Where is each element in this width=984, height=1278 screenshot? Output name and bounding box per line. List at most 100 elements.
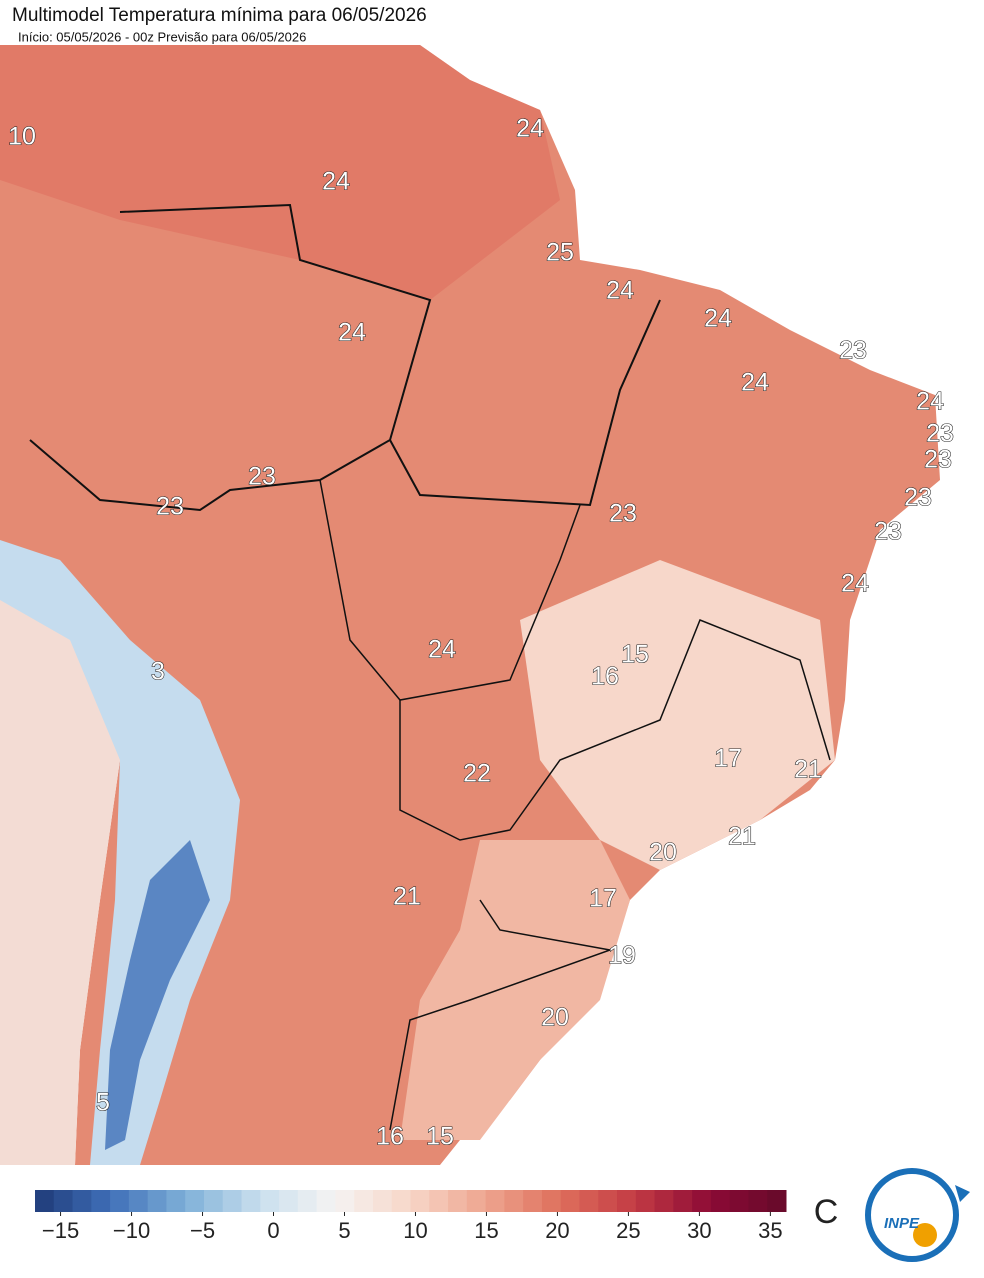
colorbar-tick-label: 25: [616, 1218, 640, 1243]
colorbar-tick-label: 30: [687, 1218, 711, 1243]
logo: INPE: [865, 1168, 970, 1262]
map: [0, 45, 984, 1165]
colorbar-segment: [185, 1190, 205, 1212]
map-label: 24: [428, 636, 456, 664]
colorbar-segment: [316, 1190, 336, 1212]
colorbar-segment: [485, 1190, 505, 1212]
map-label: 16: [591, 663, 619, 691]
colorbar: −15 −10 −5 0 5 10 15 20 25 30 35: [35, 1190, 787, 1243]
colorbar-tick-label: 0: [267, 1218, 279, 1243]
logo-text: INPE: [884, 1215, 920, 1232]
border: [29, 203, 432, 512]
colorbar-segment: [579, 1190, 599, 1212]
map-label: 23: [924, 446, 952, 474]
colorbar-segment: [673, 1190, 693, 1212]
colorbar-segment: [410, 1190, 430, 1212]
colorbar-unit: C: [814, 1193, 839, 1231]
logo-sun: [913, 1223, 937, 1247]
colorbar-segment: [448, 1190, 468, 1212]
colorbar-segment: [767, 1190, 787, 1212]
border: [399, 619, 831, 841]
colorbar-segment: [429, 1190, 449, 1212]
map-label: 17: [589, 885, 617, 913]
map-label: 25: [546, 239, 574, 267]
map-label: 20: [541, 1004, 569, 1032]
colorbar-segment: [541, 1190, 562, 1212]
colorbar-segment: [203, 1190, 224, 1212]
map-label: 24: [606, 277, 634, 305]
logo-arrow: [955, 1185, 970, 1202]
colorbar-segment: [128, 1190, 149, 1212]
colorbar-segment: [617, 1190, 637, 1212]
colorbar-segment: [372, 1190, 393, 1212]
border: [319, 479, 581, 701]
map-label: 23: [156, 493, 184, 521]
colorbar-segment: [354, 1190, 374, 1212]
colorbar-segment: [260, 1190, 280, 1212]
colorbar-segment: [222, 1190, 243, 1212]
map-label: 21: [728, 823, 756, 851]
map-label: 20: [649, 839, 677, 867]
map-label: 16: [376, 1123, 404, 1151]
colorbar-tick-label: 20: [545, 1218, 569, 1243]
colorbar-tick-label: −15: [42, 1218, 79, 1243]
colorbar-segment: [523, 1190, 543, 1212]
map-label: 24: [322, 168, 350, 196]
map-label: 23: [839, 337, 867, 365]
colorbar-tick-label: −10: [113, 1218, 150, 1243]
colorbar-segment: [72, 1190, 92, 1212]
colorbar-segment: [166, 1190, 186, 1212]
logo-ring: [865, 1168, 959, 1262]
colorbar-segment: [466, 1190, 487, 1212]
andes-dark: [105, 840, 210, 1150]
colorbar-tick-label: 15: [474, 1218, 498, 1243]
land: [0, 45, 940, 1165]
andes-light: [0, 540, 240, 1165]
cool-south: [400, 840, 630, 1140]
map-label: 10: [8, 123, 36, 151]
colorbar-tick-label: 35: [758, 1218, 782, 1243]
map-label: 19: [608, 942, 636, 970]
colorbar-segment: [748, 1190, 768, 1212]
map-label: 21: [794, 756, 822, 784]
border: [389, 899, 613, 1131]
colorbar-segment: [53, 1190, 74, 1212]
colorbar-segment: [598, 1190, 618, 1212]
map-label: 21: [393, 883, 421, 911]
colorbar-segment: [504, 1190, 524, 1212]
map-label: 23: [926, 420, 954, 448]
map-label: 24: [741, 369, 769, 397]
map-label: 15: [621, 641, 649, 669]
map-label: 17: [714, 745, 742, 773]
map-label: 22: [463, 760, 491, 788]
map-label: 24: [516, 115, 544, 143]
map-label: 23: [248, 463, 276, 491]
map-label: 23: [874, 518, 902, 546]
map-label: 5: [96, 1089, 110, 1117]
colorbar-segment: [241, 1190, 261, 1212]
warm-north: [0, 45, 560, 300]
map-label: 24: [338, 319, 366, 347]
subtitle: Início: 05/05/2026 - 00z Previsão para 0…: [18, 29, 306, 44]
colorbar-segment: [710, 1190, 731, 1212]
colorbar-segment: [635, 1190, 656, 1212]
title: Multimodel Temperatura mínima para 06/05…: [12, 5, 427, 26]
colorbar-segment: [91, 1190, 111, 1212]
colorbar-tick-label: 10: [403, 1218, 427, 1243]
colorbar-segment: [391, 1190, 411, 1212]
colorbar-segment: [335, 1190, 355, 1212]
colorbar-tick-label: 5: [338, 1218, 350, 1243]
pacific-margin: [0, 560, 120, 1165]
colorbar-segment: [654, 1190, 674, 1212]
map-label: 23: [904, 484, 932, 512]
colorbar-segment: [729, 1190, 749, 1212]
border: [389, 299, 661, 507]
colorbar-tick-label: −5: [190, 1218, 215, 1243]
map-label: 3: [151, 658, 165, 686]
colorbar-segment: [110, 1190, 130, 1212]
colorbar-segment: [35, 1190, 55, 1212]
colorbar-segment: [560, 1190, 580, 1212]
map-label: 15: [426, 1123, 454, 1151]
